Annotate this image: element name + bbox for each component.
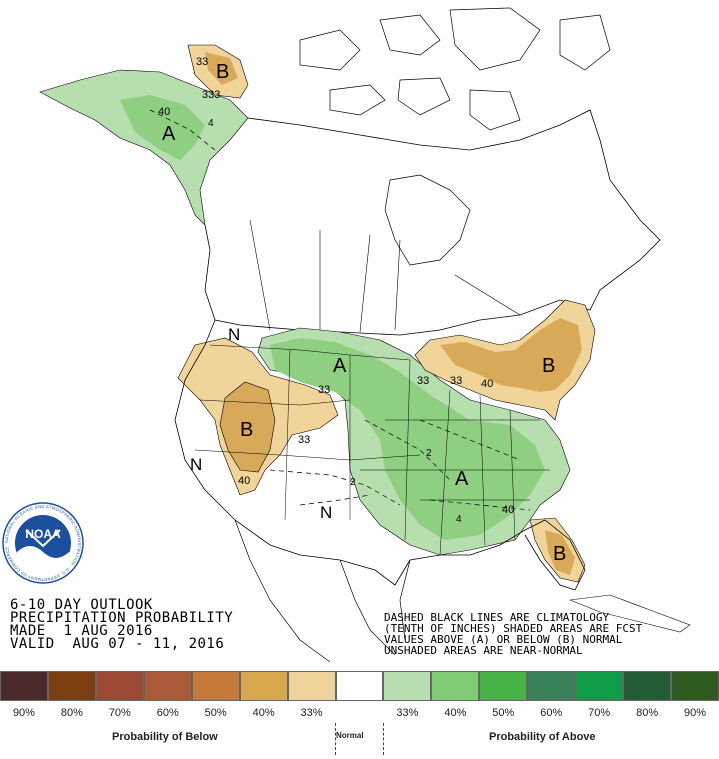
notes-line-2: (TENTH OF INCHES) SHADED AREAS ARE FCST: [384, 622, 643, 635]
title-line-2: PRECIPITATION PROBABILITY: [10, 610, 234, 626]
legend-tick-label: 40%: [444, 707, 467, 719]
legend-swatch: [0, 671, 48, 701]
climatology-label: 2: [350, 477, 356, 488]
map-notes-block: DASHED BLACK LINES ARE CLIMATOLOGY (TENTH…: [384, 612, 642, 656]
legend-swatch: [335, 671, 384, 701]
probability-legend: [0, 668, 719, 759]
legend-tick-label: 50%: [492, 707, 515, 719]
normal-caption: Normal: [336, 731, 364, 740]
northeast-below-40-area: [440, 318, 582, 392]
mexico-outline: [234, 519, 411, 663]
northeast-below-letter: B: [542, 355, 555, 377]
legend-swatch: [239, 671, 288, 701]
title-line-4: VALID AUG 07 - 11, 2016: [10, 636, 225, 652]
northwest-normal-letter: N: [228, 325, 240, 344]
outlook-map: A B A B B A B N N N 33 333 40 33 33 40 3…: [2, 7, 691, 663]
climatology-dashed-lines: [149, 109, 531, 511]
legend-tick-label: 70%: [588, 707, 611, 719]
alaska-above-letter: A: [162, 123, 176, 145]
us-state-lines: [194, 344, 550, 556]
central-above-40-area: [270, 338, 545, 540]
legend-tick-label: 40%: [252, 707, 275, 719]
contour-label: 333: [202, 89, 220, 101]
contour-label: 40: [481, 378, 493, 390]
florida-below-40-area: [545, 530, 575, 575]
legend-swatch: [95, 671, 144, 701]
normal-divider-left: [335, 723, 336, 755]
legend-swatch: [191, 671, 240, 701]
legend-swatch: [143, 671, 192, 701]
above-caption: Probability of Above: [489, 731, 596, 743]
usa-outline: [174, 319, 586, 591]
legend-tick-label: 50%: [204, 707, 227, 719]
legend-swatch: [47, 671, 96, 701]
climatology-label: 4: [208, 118, 214, 129]
legend-tick-label: 80%: [60, 707, 83, 719]
legend-swatch: [431, 671, 480, 701]
alaska-above-33-area: [39, 69, 249, 226]
title-line-3: MADE 1 AUG 2016: [10, 623, 153, 639]
contour-label: 33: [450, 375, 462, 387]
contour-label: 40: [238, 475, 250, 487]
legend-tick-label: 33%: [396, 707, 419, 719]
canada-outline: [204, 109, 661, 336]
canada-provinces: [249, 219, 521, 333]
alaska-below-letter: B: [216, 61, 229, 83]
legend-tick-label: 90%: [684, 707, 707, 719]
legend-swatch: [575, 671, 624, 701]
contour-label: 33: [196, 56, 208, 68]
noaa-logo-label: NOAA: [25, 527, 61, 541]
notes-line-1: DASHED BLACK LINES ARE CLIMATOLOGY: [384, 611, 610, 624]
rockies-below-letter: B: [240, 419, 253, 441]
outlook-title-block: 6-10 DAY OUTLOOK PRECIPITATION PROBABILIT…: [10, 597, 234, 652]
legend-swatch: [383, 671, 432, 701]
plains-above-letter: A: [333, 355, 347, 377]
florida-below-letter: B: [553, 543, 566, 565]
below-caption: Probability of Below: [112, 731, 218, 743]
hudson-bay: [384, 174, 471, 266]
alaska-above-40-area: [120, 95, 205, 160]
legend-swatch: [671, 671, 719, 701]
southwest-normal-letter: N: [190, 455, 202, 474]
legend-tick-label: 90%: [12, 707, 35, 719]
cuba-outline: [569, 594, 691, 633]
title-line-1: 6-10 DAY OUTLOOK: [10, 597, 153, 613]
legend-tick-label: 33%: [300, 707, 323, 719]
legend-tick-label: 60%: [540, 707, 563, 719]
climatology-label: 2: [426, 448, 432, 459]
notes-line-3: VALUES ABOVE (A) OR BELOW (B) NORMAL: [384, 633, 623, 646]
noaa-logo: NOAA NATIONAL OCEANIC AND ATMOSPHERIC AD…: [2, 502, 84, 584]
contour-label: 33: [298, 434, 310, 446]
rockies-below-40-area: [219, 381, 276, 473]
legend-swatch: [287, 671, 336, 701]
alaska-below-40-area: [205, 52, 238, 85]
arctic-islands: [299, 7, 611, 131]
notes-line-4: UNSHADED AREAS ARE NEAR-NORMAL: [384, 644, 583, 657]
contour-label: 33: [318, 384, 330, 396]
legend-tick-label: 60%: [156, 707, 179, 719]
climatology-label: 4: [456, 514, 462, 525]
legend-swatch: [479, 671, 528, 701]
contour-label: 40: [502, 504, 514, 516]
southern-rockies-normal-letter: N: [320, 503, 332, 522]
southeast-above-letter: A: [455, 468, 469, 490]
contour-label: 40: [158, 106, 170, 118]
legend-swatch: [623, 671, 672, 701]
normal-divider-right: [383, 723, 384, 755]
contour-label: 33: [417, 375, 429, 387]
legend-tick-label: 70%: [108, 707, 131, 719]
legend-tick-label: 80%: [636, 707, 659, 719]
legend-swatch: [527, 671, 576, 701]
